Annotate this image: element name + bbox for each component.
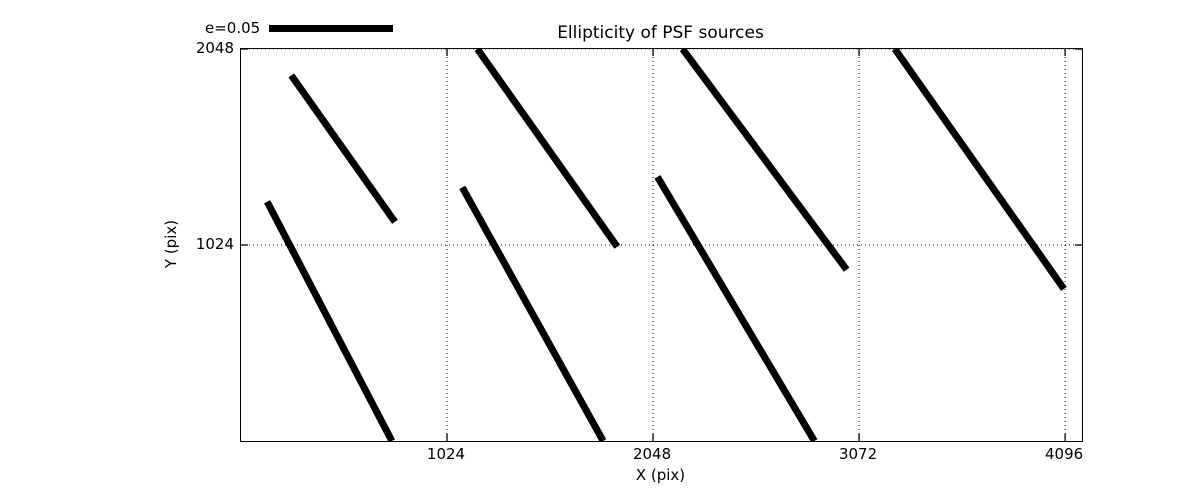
x-tick-label: 3072 [838, 445, 878, 463]
y-tick-label: 2048 [195, 39, 234, 57]
ellipticity-whisker [892, 49, 1067, 291]
ellipticity-whisker [264, 200, 396, 441]
ellipticity-whisker [459, 185, 607, 441]
legend-label: e=0.05 [205, 19, 261, 37]
ellipticity-whisker [679, 49, 850, 272]
x-axis-label: X (pix) [635, 466, 686, 484]
chart-title: Ellipticity of PSF sources [557, 23, 764, 43]
legend: e=0.05 [205, 19, 394, 37]
whisker-plot-svg [241, 49, 1082, 441]
ellipticity-whisker [654, 175, 818, 441]
ellipticity-whisker [288, 73, 398, 224]
ellipticity-whisker [474, 49, 621, 249]
plot-area [240, 48, 1083, 442]
y-tick-label: 1024 [195, 235, 234, 253]
x-tick-label: 4096 [1045, 445, 1084, 463]
x-tick-label: 2048 [632, 445, 672, 463]
x-tick-label: 1024 [426, 445, 466, 463]
legend-scale-bar [269, 24, 394, 32]
y-axis-label: Y (pix) [162, 219, 180, 269]
